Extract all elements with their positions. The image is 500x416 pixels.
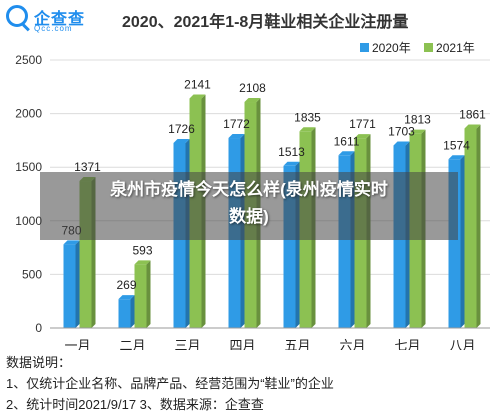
data-label: 1861 [459,108,486,122]
legend-item-2021: 2021年 [424,39,475,56]
legend-swatch-2021 [424,43,434,52]
data-label: 1771 [349,117,376,131]
logo-name-cn: 企查查 [34,11,86,28]
data-label: 1513 [278,145,305,159]
data-label: 1813 [404,113,431,127]
bar-top [448,155,465,160]
x-tick-label: 一月 [64,338,90,350]
data-label: 1371 [74,160,101,174]
bar-top [173,138,190,143]
y-tick-label: 0 [35,321,42,335]
caption-overlay [40,172,458,240]
bar-side [130,295,135,328]
legend-swatch-2020 [360,43,369,52]
data-label: 593 [132,243,152,257]
x-tick-label: 八月 [449,338,475,350]
bar-top [409,129,426,134]
y-tick-label: 2000 [15,107,42,121]
bar-2021年-八月 [464,128,477,328]
bar-2020年-二月 [118,299,131,328]
data-label: 1574 [443,138,470,152]
y-tick-label: 2500 [15,53,42,67]
bar-side [75,240,80,328]
bar-top [134,260,151,265]
bar-top [338,151,355,156]
bar-top [393,141,410,146]
data-label: 1835 [294,110,321,124]
bar-top [118,295,135,300]
x-tick-label: 三月 [174,338,200,350]
magnifier-icon [6,5,28,27]
data-label: 1772 [223,117,250,131]
data-notes: 数据说明： 1、仅统计企业名称、品牌产品、经营范围为“鞋业”的企业 2、统计时间… [6,352,334,415]
overlay-line-1: 泉州市疫情今天怎么样(泉州疫情实时 [110,180,388,199]
data-label: 2141 [184,77,211,91]
x-tick-label: 七月 [394,338,420,350]
qcc-logo: 企查查 Qcc.com [6,4,116,36]
notes-heading: 数据说明： [6,355,72,370]
bar-top [244,98,261,103]
bar-top [189,94,206,99]
data-label: 1726 [168,122,195,136]
legend-item-2020: 2020年 [360,39,411,56]
bar-side [460,155,465,328]
bar-top [299,127,316,132]
x-tick-label: 六月 [339,338,365,350]
data-label: 1611 [334,134,360,148]
bar-top [464,124,481,129]
bar-2021年-二月 [134,264,147,328]
chart-legend: 2020年 2021年 [360,39,485,56]
notes-line-2: 2、统计时间2021/9/17 3、数据来源：企查查 [6,397,264,412]
data-label: 269 [116,278,136,292]
bar-2020年-一月 [63,244,76,328]
x-tick-label: 二月 [119,338,145,350]
overlay-line-2: 数据) [229,207,269,226]
logo-name-en: Qcc.com [34,24,73,33]
bar-top [63,240,80,245]
y-tick-label: 1000 [15,214,42,228]
data-label: 2108 [239,81,266,95]
x-tick-label: 五月 [284,338,310,350]
bar-top [228,134,245,139]
legend-label-2020: 2020年 [372,41,411,55]
chart-title: 2020、2021年1-8月鞋业相关企业注册量 [122,14,409,31]
bar-top [354,134,371,139]
notes-line-1: 1、仅统计企业名称、品牌产品、经营范围为“鞋业”的企业 [6,376,334,391]
bar-side [146,260,151,328]
overlay-caption: 泉州市疫情今天怎么样(泉州疫情实时 数据) [40,176,458,230]
data-label: 1703 [388,124,415,138]
y-tick-label: 500 [22,267,42,281]
x-tick-label: 四月 [229,338,255,350]
bar-side [476,124,481,329]
bar-top [283,161,300,166]
legend-label-2021: 2021年 [436,41,475,55]
y-tick-label: 1500 [15,160,42,174]
